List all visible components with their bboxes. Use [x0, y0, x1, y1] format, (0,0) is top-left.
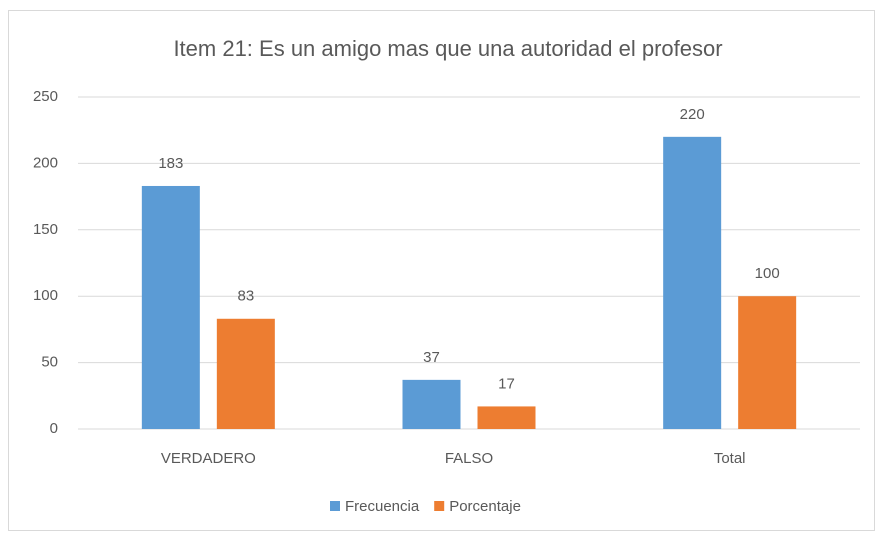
- bar: [216, 318, 275, 429]
- bar: [738, 296, 797, 429]
- legend-label: Porcentaje: [449, 498, 521, 515]
- data-label: 220: [680, 106, 705, 123]
- x-tick-label: VERDADERO: [161, 450, 256, 467]
- data-label: 183: [158, 155, 183, 172]
- data-label: 83: [237, 288, 254, 305]
- x-tick-label: Total: [714, 450, 746, 467]
- data-label: 37: [423, 349, 440, 366]
- data-label: 17: [498, 375, 515, 392]
- bar: [663, 136, 722, 429]
- chart-title: Item 21: Es un amigo mas que una autorid…: [173, 36, 722, 61]
- data-label: 100: [755, 265, 780, 282]
- bar: [141, 185, 200, 429]
- y-tick-label: 250: [33, 88, 58, 105]
- bar: [477, 406, 536, 429]
- legend-swatch: [434, 501, 445, 511]
- y-tick-label: 100: [33, 287, 58, 304]
- y-tick-label: 150: [33, 221, 58, 238]
- legend-swatch: [330, 501, 340, 511]
- legend-label: Frecuencia: [345, 498, 420, 515]
- y-tick-label: 200: [33, 154, 58, 171]
- y-tick-label: 0: [50, 420, 58, 437]
- y-tick-label: 50: [41, 354, 58, 371]
- x-tick-label: FALSO: [445, 450, 493, 467]
- bar: [402, 379, 461, 429]
